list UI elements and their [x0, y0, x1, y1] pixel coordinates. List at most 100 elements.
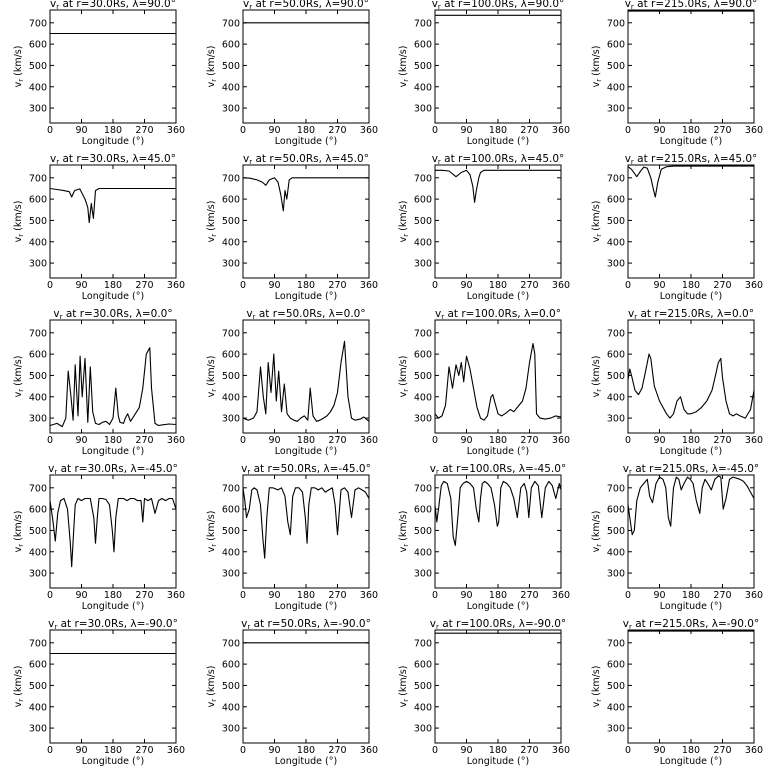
series-line: [242, 487, 370, 559]
y-tick-label: 500: [414, 681, 432, 692]
panel-title: vr at r=30.0Rs, λ=-45.0°: [48, 463, 178, 476]
x-tick-label: 360: [552, 280, 570, 291]
plot-frame: [242, 9, 370, 124]
x-tick-label: 0: [47, 745, 53, 756]
plot-frame: [627, 319, 755, 434]
y-axis-label: vr (km/s): [398, 511, 410, 553]
y-tick-label: 700: [414, 173, 432, 184]
x-tick-label: 270: [520, 745, 538, 756]
panel-title: vr at r=215.0Rs, λ=-45.0°: [623, 463, 759, 476]
plot-frame: [434, 474, 562, 589]
x-tick-label: 180: [489, 280, 507, 291]
y-axis-label: vr (km/s): [13, 46, 25, 88]
x-tick-label: 270: [328, 590, 346, 601]
panel-title: vr at r=50.0Rs, λ=45.0°: [243, 153, 369, 166]
panel-title: vr at r=30.0Rs, λ=45.0°: [50, 153, 176, 166]
x-tick-label: 0: [432, 745, 438, 756]
x-tick-label: 90: [268, 280, 280, 291]
y-tick-label: 500: [29, 216, 47, 227]
y-axis-label: vr (km/s): [206, 201, 218, 243]
y-tick-label: 400: [29, 82, 47, 93]
y-tick-label: 300: [607, 259, 625, 270]
y-tick-label: 700: [607, 18, 625, 29]
y-tick-label: 700: [29, 18, 47, 29]
x-tick-label: 270: [328, 280, 346, 291]
x-tick-label: 180: [682, 745, 700, 756]
y-tick-label: 400: [222, 82, 240, 93]
x-axis-label: Longitude (°): [660, 136, 722, 147]
x-tick-label: 180: [297, 280, 315, 291]
x-tick-label: 90: [75, 280, 87, 291]
chart-panel: vr at r=100.0Rs, λ=45.0° 0 90 180 270 360 300 4…: [398, 153, 570, 302]
series-line: [627, 165, 754, 198]
y-tick-label: 500: [607, 681, 625, 692]
y-tick-label: 600: [607, 505, 625, 516]
x-tick-label: 0: [240, 590, 246, 601]
chart-panel: vr at r=30.0Rs, λ=90.0° 0 90 180 270 360 300 40…: [13, 0, 185, 147]
chart-panel: vr at r=50.0Rs, λ=0.0° 0 90 180 270 360 300 400…: [206, 308, 378, 457]
y-tick-label: 400: [607, 392, 625, 403]
chart-panel: vr at r=215.0Rs, λ=90.0° 0 90 180 270 360 300 4…: [591, 0, 763, 147]
chart-panel: vr at r=50.0Rs, λ=-45.0° 0 90 180 270 360 300 4…: [206, 463, 378, 612]
y-tick-label: 700: [29, 483, 47, 494]
y-tick-label: 700: [414, 483, 432, 494]
y-tick-label: 600: [607, 195, 625, 206]
x-tick-label: 180: [104, 435, 122, 446]
x-tick-label: 90: [460, 745, 472, 756]
y-axis-label: vr (km/s): [398, 666, 410, 708]
x-tick-label: 90: [268, 590, 280, 601]
chart-panel: vr at r=50.0Rs, λ=90.0° 0 90 180 270 360 300 40…: [206, 0, 378, 147]
x-tick-label: 270: [328, 435, 346, 446]
x-tick-label: 90: [653, 435, 665, 446]
y-axis-label: vr (km/s): [13, 511, 25, 553]
y-tick-label: 700: [29, 173, 47, 184]
y-tick-label: 700: [607, 328, 625, 339]
y-tick-label: 400: [222, 547, 240, 558]
panel-title: vr at r=215.0Rs, λ=0.0°: [628, 308, 754, 321]
y-tick-label: 600: [29, 195, 47, 206]
y-tick-label: 700: [222, 328, 240, 339]
y-tick-label: 300: [414, 104, 432, 115]
x-tick-label: 180: [489, 590, 507, 601]
y-tick-label: 300: [222, 569, 240, 580]
x-axis-label: Longitude (°): [82, 291, 144, 302]
y-tick-label: 500: [29, 526, 47, 537]
plot-frame: [242, 629, 370, 744]
x-tick-label: 90: [268, 435, 280, 446]
panel-title: vr at r=50.0Rs, λ=-45.0°: [241, 463, 371, 476]
y-tick-label: 400: [414, 237, 432, 248]
y-tick-label: 700: [29, 638, 47, 649]
plot-frame: [49, 629, 177, 744]
y-axis-label: vr (km/s): [591, 201, 603, 243]
x-tick-label: 360: [360, 745, 378, 756]
x-tick-label: 270: [135, 280, 153, 291]
x-tick-label: 0: [432, 125, 438, 136]
x-tick-label: 90: [460, 125, 472, 136]
y-tick-label: 500: [222, 681, 240, 692]
y-tick-label: 500: [29, 61, 47, 72]
y-tick-label: 300: [607, 569, 625, 580]
x-tick-label: 180: [297, 125, 315, 136]
y-tick-label: 500: [414, 526, 432, 537]
y-tick-label: 600: [414, 195, 432, 206]
x-tick-label: 360: [552, 745, 570, 756]
x-tick-label: 180: [104, 590, 122, 601]
y-tick-label: 400: [607, 237, 625, 248]
y-axis-label: vr (km/s): [398, 356, 410, 398]
x-tick-label: 270: [713, 435, 731, 446]
x-tick-label: 180: [489, 745, 507, 756]
x-axis-label: Longitude (°): [275, 136, 337, 147]
x-tick-label: 0: [47, 280, 53, 291]
y-tick-label: 600: [29, 505, 47, 516]
y-tick-label: 600: [222, 40, 240, 51]
y-tick-label: 300: [607, 724, 625, 735]
series-line: [242, 340, 370, 422]
y-axis-label: vr (km/s): [13, 666, 25, 708]
y-tick-label: 600: [607, 660, 625, 671]
series-line: [49, 497, 177, 568]
x-tick-label: 360: [745, 590, 763, 601]
panel-title: vr at r=215.0Rs, λ=90.0°: [625, 0, 758, 11]
x-axis-label: Longitude (°): [275, 601, 337, 612]
y-axis-label: vr (km/s): [398, 201, 410, 243]
